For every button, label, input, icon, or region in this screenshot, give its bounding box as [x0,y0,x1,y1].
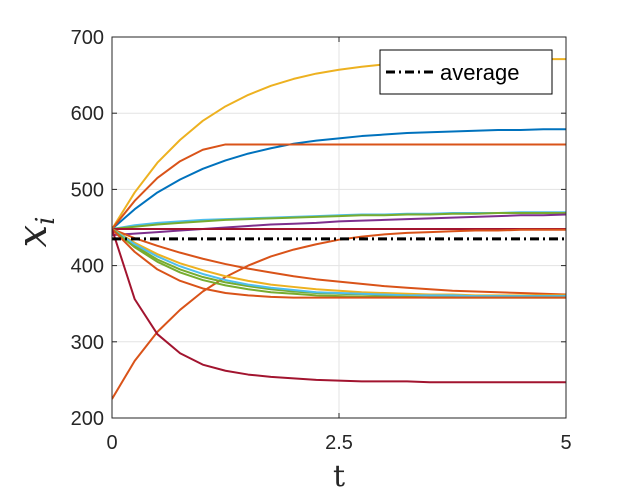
x-axis-label: t [333,459,345,494]
y-tick-label: 300 [71,332,104,354]
series-line-2 [112,128,566,230]
series-line-10 [112,228,566,296]
series-lines [112,58,566,400]
y-axis-label-sub: i [31,217,61,225]
y-tick-label: 700 [71,27,104,49]
series-line-16 [112,228,566,384]
series-line-5 [112,212,566,231]
y-axis-label-main: x [10,225,56,248]
y-tick-label: 200 [71,408,104,430]
x-tick-label: 2.5 [325,432,353,454]
series-line-6 [112,213,566,237]
legend: average [379,49,553,95]
series-line-13 [112,228,566,298]
legend-average-label: average [440,60,520,85]
y-tick-label: 600 [71,103,104,125]
x-tick-label: 5 [560,432,571,454]
series-line-3 [112,143,566,230]
axis-ticks: 0 2.5 5 200 300 400 500 600 700 [71,27,572,454]
y-tick-label: 500 [71,179,104,201]
y-tick-label: 400 [71,256,104,278]
y-axis-label: xi [10,217,61,248]
series-line-15 [112,228,566,299]
series-line-9 [112,228,566,400]
x-tick-label: 0 [106,432,117,454]
